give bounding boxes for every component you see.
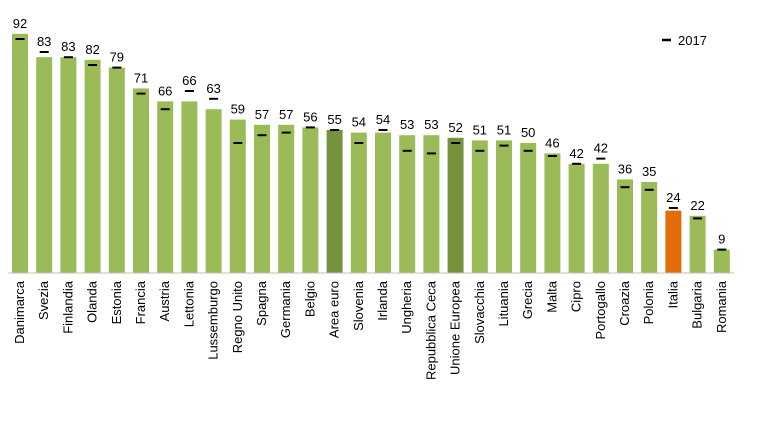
category-label-spagna: Spagna <box>254 280 269 326</box>
bar-regno-unito <box>229 119 246 273</box>
bar-lussemburgo <box>205 109 222 273</box>
value-label-lussemburgo: 63 <box>206 81 220 96</box>
category-label-belgio: Belgio <box>302 281 317 317</box>
value-label-slovacchia: 51 <box>473 122 487 137</box>
category-label-finlandia: Finlandia <box>60 280 75 334</box>
value-label-spagna: 57 <box>255 107 269 122</box>
bar-slovacchia <box>471 140 488 273</box>
category-label-danimarca: Danimarca <box>12 280 27 344</box>
bar-irlanda <box>375 132 391 273</box>
bar-bulgaria <box>689 215 706 273</box>
value-label-croazia: 36 <box>618 161 632 176</box>
bar-finlandia <box>60 57 77 274</box>
bars-group <box>12 33 730 274</box>
category-label-lituania: Lituania <box>496 280 511 326</box>
bar-romania <box>713 249 730 273</box>
category-label-estonia: Estonia <box>109 280 124 324</box>
category-label-irlanda: Irlanda <box>375 280 390 321</box>
value-labels-group: 92 83 83 82 79 71 66 66 63 59 57 57 56 55 54 54 53 53 52 51… <box>13 16 726 247</box>
bar-polonia <box>641 182 658 273</box>
category-label-polonia: Polonia <box>641 280 656 324</box>
value-label-irlanda: 54 <box>376 112 390 127</box>
category-label-lussemburgo: Lussemburgo <box>206 281 221 360</box>
category-label-svezia: Svezia <box>36 280 51 320</box>
value-label-lettonia: 66 <box>182 73 196 88</box>
category-label-germania: Germania <box>278 280 293 338</box>
bar-olanda <box>84 59 101 273</box>
value-label-germania: 57 <box>279 107 293 122</box>
bar-lituania <box>496 140 512 273</box>
value-label-repubblica-ceca: 53 <box>424 117 438 132</box>
value-label-belgio: 56 <box>303 109 317 124</box>
value-label-regno-unito: 59 <box>231 102 245 117</box>
value-label-svezia: 83 <box>37 34 51 49</box>
bar-unione-europea <box>447 137 464 273</box>
category-label-francia: Francia <box>133 280 148 324</box>
value-label-danimarca: 92 <box>13 16 27 31</box>
category-label-austria: Austria <box>157 280 172 321</box>
bar-francia <box>133 88 149 274</box>
value-label-grecia: 50 <box>521 125 535 140</box>
value-label-austria: 66 <box>158 83 172 98</box>
value-label-francia: 71 <box>134 70 148 85</box>
bar-svezia <box>36 57 53 274</box>
value-label-olanda: 82 <box>85 42 99 57</box>
bar-repubblica-ceca <box>423 135 440 273</box>
bar-estonia <box>108 67 125 273</box>
legend-label-2017: 2017 <box>678 33 707 48</box>
category-label-croazia: Croazia <box>617 280 632 326</box>
value-label-lituania: 51 <box>497 122 511 137</box>
bar-cipro <box>568 163 585 273</box>
category-label-lettonia: Lettonia <box>181 280 196 327</box>
value-label-portogallo: 42 <box>594 141 608 156</box>
value-label-unione-europea: 52 <box>448 120 462 135</box>
legend: 2017 <box>662 33 707 48</box>
value-label-bulgaria: 22 <box>690 198 704 213</box>
bar-spagna <box>254 124 270 273</box>
bar-italia <box>665 210 682 273</box>
bar-grecia <box>520 143 537 273</box>
category-label-ungheria: Ungheria <box>399 280 414 334</box>
value-label-slovenia: 54 <box>352 115 366 130</box>
category-label-regno-unito: Regno Unito <box>230 281 245 353</box>
category-label-olanda: Olanda <box>85 280 100 323</box>
category-label-slovenia: Slovenia <box>351 280 366 331</box>
category-label-area-euro: Area euro <box>327 281 342 338</box>
bar-germania <box>278 124 295 273</box>
value-label-estonia: 79 <box>110 50 124 65</box>
category-label-slovacchia: Slovacchia <box>472 280 487 344</box>
bar-belgio <box>302 127 319 274</box>
category-label-bulgaria: Bulgaria <box>690 280 705 328</box>
category-label-italia: Italia <box>665 280 680 308</box>
category-label-grecia: Grecia <box>520 280 535 319</box>
bar-ungheria <box>399 135 416 273</box>
bar-area-euro <box>326 130 343 273</box>
bar-croazia <box>617 179 633 273</box>
value-label-area-euro: 55 <box>327 112 341 127</box>
value-label-italia: 24 <box>666 190 680 205</box>
bar-slovenia <box>350 132 367 273</box>
value-label-malta: 46 <box>545 135 559 150</box>
bar-portogallo <box>592 163 609 273</box>
markers-2017-group <box>15 38 727 251</box>
bar-lettonia <box>181 101 198 274</box>
category-label-unione-europea: Unione Europea <box>448 280 463 375</box>
category-label-portogallo: Portogallo <box>593 281 608 340</box>
category-labels-group: Danimarca Svezia Finlandia Olanda Estonia Fra… <box>12 280 729 380</box>
bar-danimarca <box>12 33 28 273</box>
category-label-cipro: Cipro <box>569 281 584 312</box>
bar-malta <box>544 153 561 273</box>
value-label-finlandia: 83 <box>61 39 75 54</box>
value-label-ungheria: 53 <box>400 117 414 132</box>
bar-austria <box>157 101 174 274</box>
category-label-malta: Malta <box>544 280 559 313</box>
value-label-cipro: 42 <box>569 146 583 161</box>
value-label-romania: 9 <box>718 232 725 247</box>
category-label-repubblica-ceca: Repubblica Ceca <box>423 280 438 380</box>
category-label-romania: Romania <box>714 280 729 333</box>
value-label-polonia: 35 <box>642 164 656 179</box>
